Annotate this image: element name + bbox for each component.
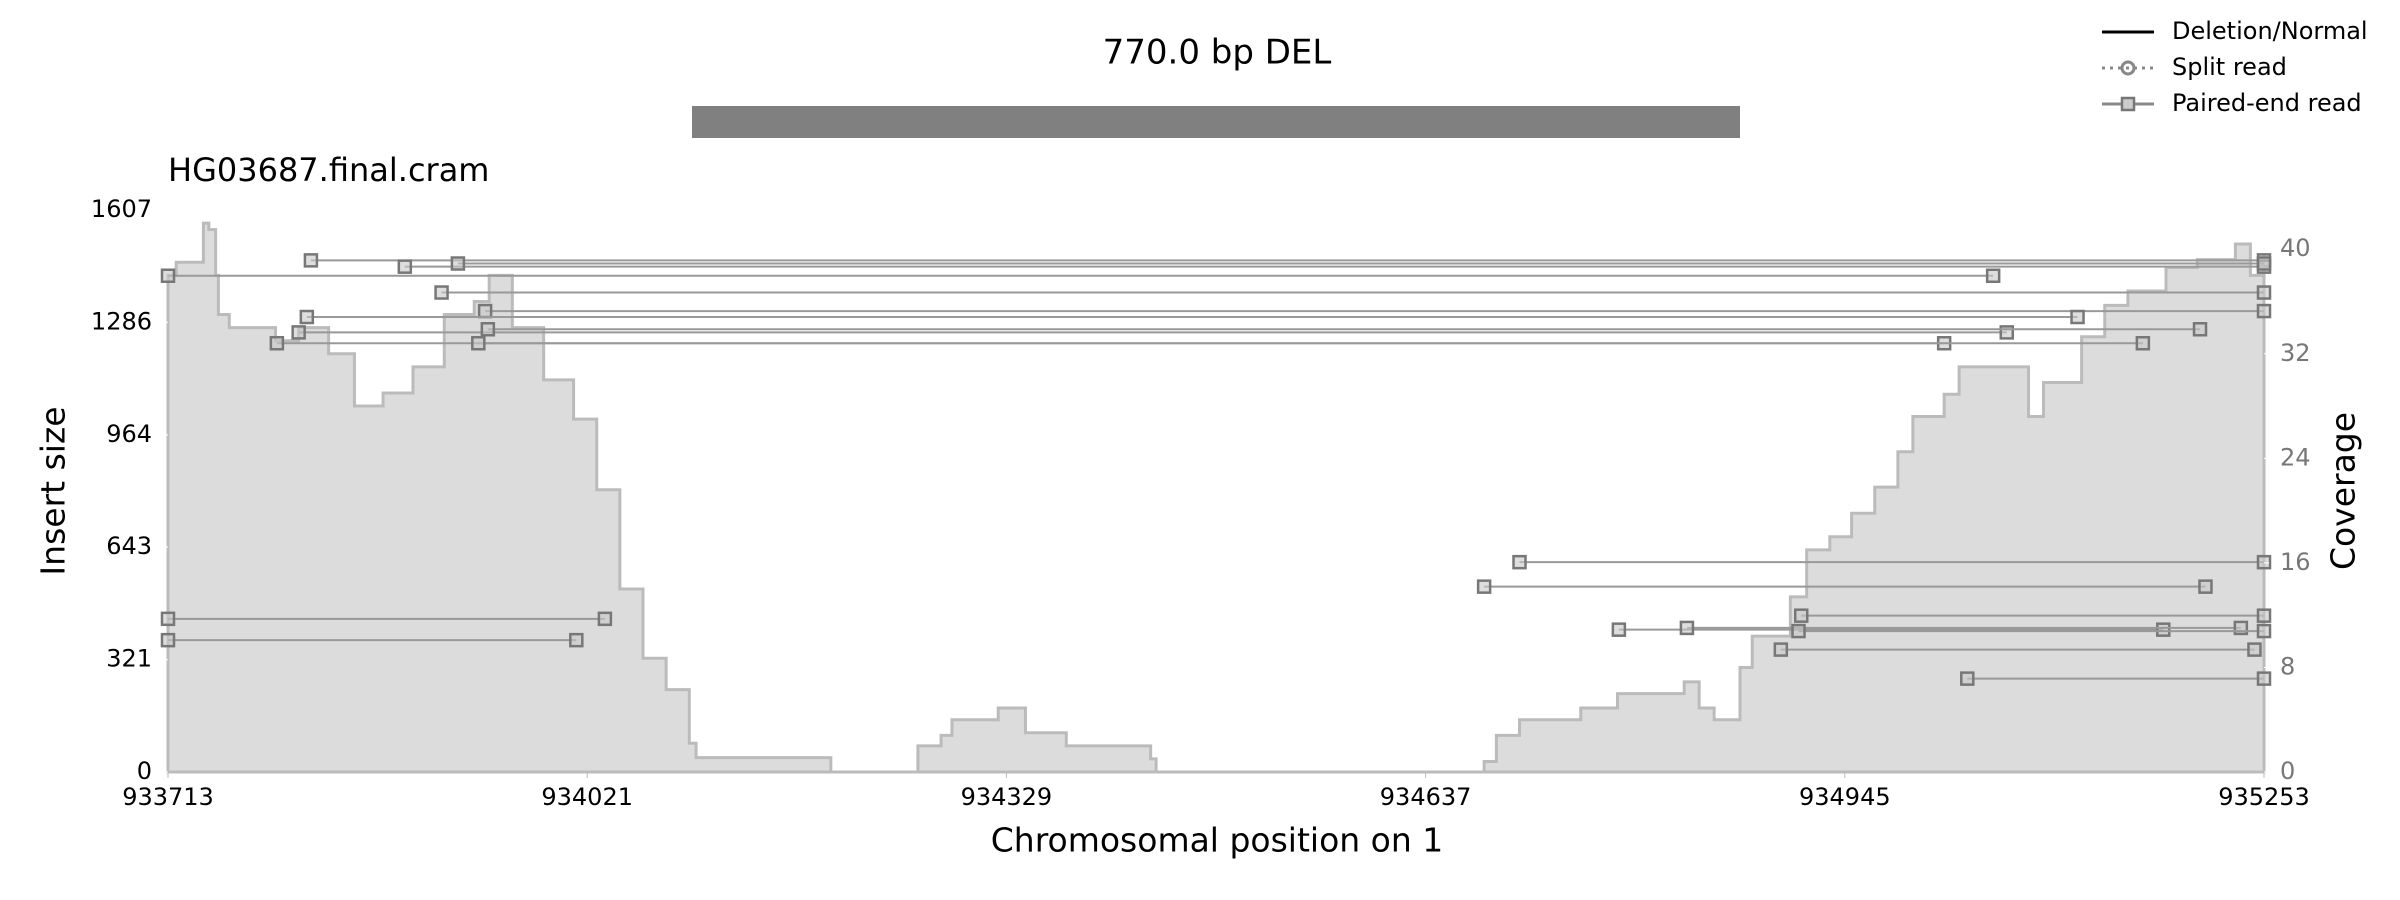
read-end-marker — [597, 611, 613, 627]
read-end-marker — [2233, 620, 2249, 636]
read-end-marker — [450, 256, 466, 271]
legend-label: Paired-end read — [2172, 89, 2362, 117]
read-end-marker — [291, 325, 306, 340]
x-tick-label: 935253 — [2218, 783, 2310, 811]
read-end-marker — [2156, 622, 2171, 637]
legend-label: Split read — [2172, 53, 2287, 81]
read-end-marker — [1791, 623, 1806, 639]
deletion-bar — [692, 106, 1740, 138]
y2-tick-label: 32 — [2280, 339, 2311, 367]
read-end-marker — [1679, 620, 1695, 636]
legend-symbol — [2120, 96, 2136, 112]
read-end-marker — [2070, 309, 2085, 325]
read-end-marker — [2256, 256, 2272, 271]
y-tick-label: 1607 — [91, 195, 152, 223]
read-end-marker — [2198, 579, 2213, 594]
read-end-marker — [160, 632, 176, 648]
read-end-marker — [160, 268, 176, 283]
read-end-marker — [1476, 579, 1492, 594]
read-end-marker — [269, 335, 285, 351]
read-end-marker — [2256, 623, 2272, 639]
read-end-marker — [2256, 671, 2272, 686]
read-end-marker — [303, 253, 319, 268]
coverage-area — [166, 221, 2266, 774]
x-axis-label: Chromosomal position on 1 — [991, 821, 1444, 860]
read-end-marker — [1793, 608, 1809, 623]
read-end-marker — [2135, 335, 2151, 351]
y2-tick-label: 24 — [2280, 443, 2311, 471]
read-end-marker — [2256, 285, 2272, 300]
read-end-marker — [2192, 322, 2208, 337]
y2-tick-label: 40 — [2280, 234, 2311, 262]
y-tick-label: 321 — [106, 645, 152, 673]
read-end-marker — [480, 322, 496, 337]
chart-title: 770.0 bp DEL — [1103, 33, 1332, 73]
y-tick-label: 964 — [106, 420, 152, 448]
read-end-marker — [1960, 671, 1975, 686]
read-end-marker — [160, 611, 176, 627]
read-end-marker — [2256, 608, 2272, 623]
read-end-marker — [569, 632, 584, 648]
read-end-marker — [1985, 268, 2001, 283]
x-tick-label: 934021 — [541, 783, 633, 811]
y2-tick-label: 0 — [2280, 757, 2295, 785]
read-end-marker — [471, 335, 486, 351]
read-end-marker — [1512, 554, 1527, 570]
read-end-marker — [477, 303, 493, 319]
read-end-marker — [1773, 642, 1789, 657]
y2-tick-label: 16 — [2280, 548, 2311, 576]
x-tick-label: 934945 — [1799, 783, 1891, 811]
read-end-marker — [434, 285, 449, 300]
read-end-marker — [1611, 622, 1627, 637]
read-end-marker — [2256, 303, 2272, 319]
read-end-marker — [2247, 642, 2262, 657]
y2-axis-label: Coverage — [2324, 412, 2363, 570]
legend-label: Deletion/Normal — [2172, 17, 2368, 45]
y2-tick-label: 8 — [2280, 652, 2295, 680]
read-end-marker — [2256, 554, 2272, 570]
sample-title: HG03687.final.cram — [168, 151, 489, 189]
read-end-marker — [1999, 325, 2015, 340]
read-end-marker — [397, 259, 413, 274]
y-axis-label: Insert size — [34, 406, 73, 575]
read-end-marker — [299, 309, 315, 325]
y-tick-label: 643 — [106, 532, 152, 560]
x-tick-label: 934637 — [1380, 783, 1472, 811]
x-tick-label: 934329 — [961, 783, 1053, 811]
y-tick-label: 1286 — [91, 307, 152, 335]
legend-symbol — [2120, 60, 2136, 76]
x-tick-label: 933713 — [122, 783, 214, 811]
y-tick-label: 0 — [137, 757, 152, 785]
